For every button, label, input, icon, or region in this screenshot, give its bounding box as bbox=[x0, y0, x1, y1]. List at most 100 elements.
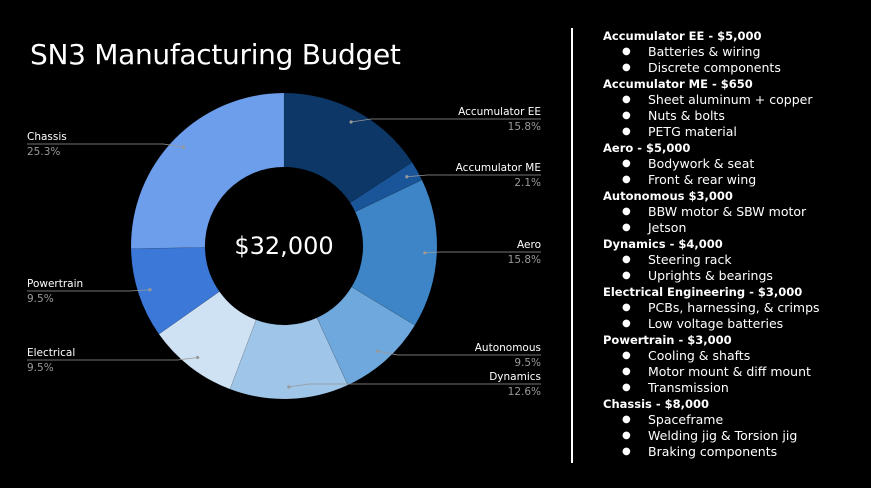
donut-chart: Accumulator EE 15.8% Accumulator ME 2.1% Aer… bbox=[27, 92, 541, 400]
budget-list-item: ● Discrete components bbox=[603, 60, 865, 76]
chart-leader-lines bbox=[27, 118, 541, 389]
bullet-icon: ● bbox=[622, 350, 631, 361]
bullet-icon: ● bbox=[622, 158, 631, 169]
budget-list-item: ● Sheet aluminum + copper bbox=[603, 92, 865, 108]
leader-line-autonomous bbox=[377, 350, 541, 356]
budget-item-label: Front & rear wing bbox=[648, 172, 757, 187]
budget-item-label: Bodywork & seat bbox=[648, 156, 755, 171]
budget-category-heading: Electrical Engineering - $3,000 bbox=[603, 285, 803, 299]
slice-label-aero: Aero bbox=[517, 239, 541, 251]
budget-list-item: ● Jetson bbox=[603, 220, 865, 236]
budget-item-label: Batteries & wiring bbox=[648, 44, 761, 59]
budget-list-item: ● Uprights & bearings bbox=[603, 268, 865, 284]
slice-aero bbox=[351, 179, 438, 326]
budget-list-item: ● Low voltage batteries bbox=[603, 316, 865, 332]
slice-percent-autonomous: 9.5% bbox=[514, 357, 541, 369]
bullet-icon: ● bbox=[622, 446, 631, 457]
budget-list-item: ● PCBs, harnessing, & crimps bbox=[603, 300, 865, 316]
leader-dot-electrical bbox=[196, 355, 200, 360]
slice-accumulator-ee bbox=[283, 92, 413, 204]
leader-dot-accumulator-me bbox=[405, 175, 409, 179]
budget-item-label: Motor mount & diff mount bbox=[648, 364, 811, 379]
bullet-icon: ● bbox=[622, 94, 631, 105]
slice-label-chassis: Chassis bbox=[27, 131, 67, 143]
budget-list-item: ● Braking components bbox=[603, 444, 865, 460]
bullet-icon: ● bbox=[622, 254, 631, 265]
budget-category-heading: Dynamics - $4,000 bbox=[603, 237, 723, 251]
leader-line-electrical bbox=[27, 357, 198, 361]
bullet-icon: ● bbox=[622, 302, 631, 313]
slice-label-electrical: Electrical bbox=[27, 347, 75, 359]
bullet-icon: ● bbox=[622, 126, 631, 137]
slice-percent-powertrain: 9.5% bbox=[27, 293, 54, 305]
budget-item-label: Cooling & shafts bbox=[648, 348, 751, 363]
leader-dot-accumulator-ee bbox=[349, 120, 353, 124]
slice-label-accumulator-ee: Accumulator EE bbox=[458, 106, 541, 118]
budget-list-item: ● Batteries & wiring bbox=[603, 44, 865, 60]
slice-percent-accumulator-me: 2.1% bbox=[514, 177, 541, 189]
section-divider bbox=[571, 28, 573, 463]
budget-item-label: PCBs, harnessing, & crimps bbox=[648, 300, 820, 315]
budget-item-label: Welding jig & Torsion jig bbox=[648, 428, 798, 443]
bullet-icon: ● bbox=[622, 430, 631, 441]
budget-item-label: BBW motor & SBW motor bbox=[648, 204, 807, 219]
leader-line-aero bbox=[424, 251, 541, 254]
slice-percent-accumulator-ee: 15.8% bbox=[508, 121, 541, 133]
page-title: SN3 Manufacturing Budget bbox=[30, 38, 401, 71]
budget-breakdown-list: Accumulator EE - $5,000 ● Batteries & wiri… bbox=[603, 28, 865, 460]
budget-item-label: Nuts & bolts bbox=[648, 108, 725, 123]
budget-list-item: ● Front & rear wing bbox=[603, 172, 865, 188]
slice-chassis bbox=[130, 92, 285, 249]
budget-list-item: ● Cooling & shafts bbox=[603, 348, 865, 364]
leader-line-dynamics bbox=[288, 383, 541, 388]
budget-list-item: ● BBW motor & SBW motor bbox=[603, 204, 865, 220]
budget-item-label: Discrete components bbox=[648, 60, 781, 75]
budget-category-heading: Aero - $5,000 bbox=[603, 141, 691, 155]
slice-label-autonomous: Autonomous bbox=[475, 342, 541, 354]
budget-item-label: Braking components bbox=[648, 444, 778, 459]
budget-category-heading: Accumulator ME - $650 bbox=[603, 77, 753, 91]
budget-item-label: PETG material bbox=[648, 124, 737, 139]
budget-list-item: ● PETG material bbox=[603, 124, 865, 140]
slice-autonomous bbox=[316, 286, 416, 386]
bullet-icon: ● bbox=[622, 206, 631, 217]
budget-list-item: ● Spaceframe bbox=[603, 412, 865, 428]
slice-label-accumulator-me: Accumulator ME bbox=[456, 162, 541, 174]
chart-labels: Accumulator EE 15.8% Accumulator ME 2.1% Aer… bbox=[27, 106, 541, 398]
budget-item-label: Uprights & bearings bbox=[648, 268, 773, 283]
leader-line-chassis bbox=[27, 143, 184, 148]
leader-dot-chassis bbox=[181, 145, 186, 149]
bullet-icon: ● bbox=[622, 318, 631, 329]
budget-item-label: Sheet aluminum + copper bbox=[648, 92, 813, 107]
bullet-icon: ● bbox=[622, 270, 631, 281]
budget-item-label: Jetson bbox=[648, 220, 687, 235]
budget-list-item: ● Transmission bbox=[603, 380, 865, 396]
slice-percent-electrical: 9.5% bbox=[27, 362, 54, 374]
budget-list-item: ● Bodywork & seat bbox=[603, 156, 865, 172]
budget-item-label: Steering rack bbox=[648, 252, 732, 267]
leader-dot-powertrain bbox=[148, 288, 152, 292]
slice-percent-dynamics: 12.6% bbox=[508, 386, 541, 398]
budget-category-heading: Powertrain - $3,000 bbox=[603, 333, 732, 347]
budget-category-heading: Accumulator EE - $5,000 bbox=[603, 29, 762, 43]
bullet-icon: ● bbox=[622, 414, 631, 425]
budget-category-heading: Autonomous $3,000 bbox=[603, 189, 733, 203]
leader-line-accumulator-me bbox=[406, 174, 541, 178]
slice-label-dynamics: Dynamics bbox=[489, 371, 541, 383]
budget-item-label: Low voltage batteries bbox=[648, 316, 784, 331]
leader-dot-aero bbox=[423, 251, 427, 255]
leader-line-accumulator-ee bbox=[351, 118, 541, 123]
slice-label-powertrain: Powertrain bbox=[27, 278, 83, 290]
budget-list-item: ● Steering rack bbox=[603, 252, 865, 268]
leader-dot-dynamics bbox=[287, 385, 291, 389]
bullet-icon: ● bbox=[622, 46, 631, 57]
bullet-icon: ● bbox=[622, 366, 631, 377]
slice-electrical bbox=[158, 291, 257, 390]
chart-slices bbox=[130, 92, 438, 400]
bullet-icon: ● bbox=[622, 62, 631, 73]
budget-list-item: ● Motor mount & diff mount bbox=[603, 364, 865, 380]
budget-list-item: ● Welding jig & Torsion jig bbox=[603, 428, 865, 444]
budget-category-heading: Chassis - $8,000 bbox=[603, 397, 710, 411]
slice-percent-aero: 15.8% bbox=[508, 254, 541, 266]
budget-list-item: ● Nuts & bolts bbox=[603, 108, 865, 124]
